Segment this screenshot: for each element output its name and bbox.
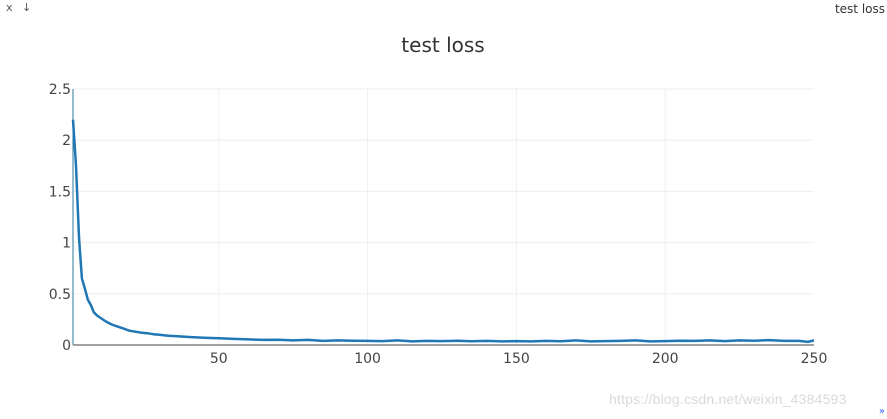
y-tick-label: 1 (62, 236, 71, 252)
series-line (71, 119, 815, 344)
x-tick-label: 150 (503, 351, 530, 367)
window-controls: x ↓ (6, 1, 37, 14)
resize-icon[interactable]: » (878, 406, 885, 417)
y-tick-label: 2.5 (49, 82, 71, 98)
x-tick-label: 100 (354, 351, 381, 367)
close-icon[interactable]: x (6, 1, 13, 14)
y-tick-label: 0 (62, 338, 71, 354)
y-tick-label: 1.5 (49, 184, 71, 200)
x-tick-label: 50 (210, 351, 228, 367)
x-tick-label: 250 (801, 351, 828, 367)
download-icon[interactable]: ↓ (22, 1, 32, 14)
window-title: test loss (834, 2, 885, 16)
y-tick-label: 0.5 (49, 287, 71, 303)
watermark-text: https://blog.csdn.net/weixin_4384593 (609, 391, 847, 407)
y-tick-label: 2 (62, 133, 71, 149)
chart-title: test loss (401, 33, 484, 57)
x-tick-label: 200 (652, 351, 679, 367)
